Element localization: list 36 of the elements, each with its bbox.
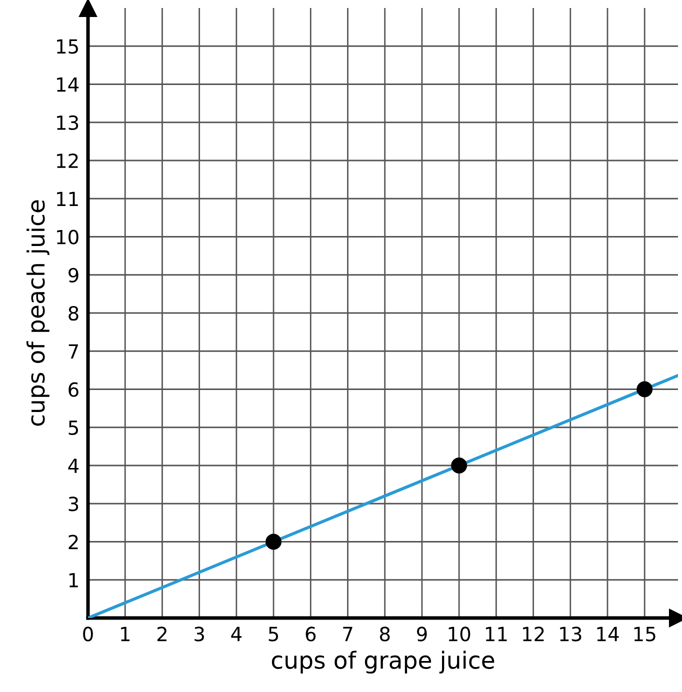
x-tick-label: 7 (343, 626, 352, 642)
y-tick-label: 7 (68, 344, 78, 359)
x-tick-label: 5 (268, 626, 278, 642)
y-tick-label: 4 (68, 458, 79, 473)
y-tick-label: 13 (57, 115, 78, 130)
x-tick-label: 15 (634, 626, 656, 642)
x-axis-title: cups of grape juice (272, 650, 494, 674)
point (266, 534, 282, 550)
x-tick-label: 10 (448, 626, 470, 642)
y-tick-label: 14 (57, 77, 79, 92)
y-tick-label: 11 (57, 192, 78, 206)
y-tick-label: 12 (57, 153, 78, 168)
x-tick-label: 14 (597, 626, 619, 642)
x-tick-label: 4 (231, 626, 242, 642)
x-tick-label: 9 (417, 626, 427, 642)
y-tick-label: 10 (57, 230, 78, 244)
y-tick-label: 9 (68, 268, 78, 283)
x-tick-label: 11 (486, 626, 507, 642)
y-tick-label: 3 (68, 496, 78, 512)
y-tick-label: 2 (68, 534, 78, 550)
point (451, 458, 468, 474)
y-tick-label: 15 (57, 39, 78, 54)
x-tick-label: 12 (523, 626, 544, 642)
point (636, 381, 653, 398)
x-tick-label: 0 (83, 626, 93, 642)
x-tick-label: 2 (157, 626, 166, 642)
y-tick-label: 1 (69, 573, 78, 588)
x-tick-label: 3 (194, 626, 204, 642)
x-tick-label: 13 (560, 626, 582, 642)
x-tick-label: 6 (306, 626, 316, 642)
y-tick-label: 5 (68, 420, 78, 436)
y-axis-title: cups of peach juice (26, 200, 50, 426)
y-tick-label: 6 (68, 382, 78, 397)
y-tick-label: 8 (68, 306, 78, 321)
x-tick-label: 1 (121, 626, 130, 642)
x-tick-label: 8 (380, 626, 390, 642)
